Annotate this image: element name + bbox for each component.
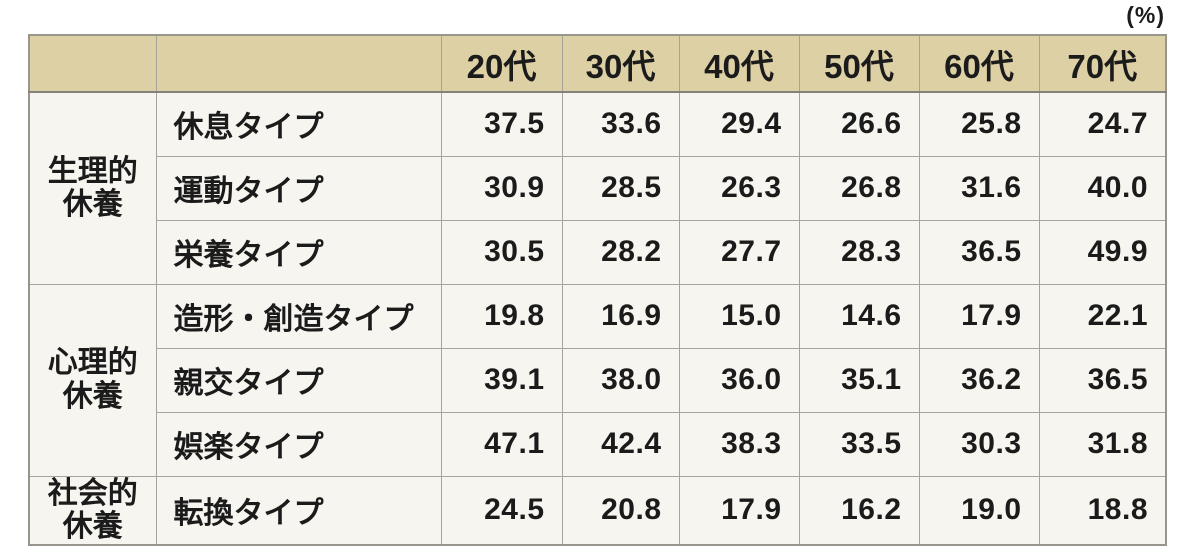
value-cell: 37.5 [440, 91, 563, 157]
value-cell: 30.9 [440, 155, 563, 221]
value-cell: 36.5 [1038, 347, 1167, 413]
row-label-entertainment-type: 娯楽タイプ [155, 411, 442, 477]
row-label-nutrition-type: 栄養タイプ [155, 219, 442, 285]
value-cell: 26.6 [798, 91, 920, 157]
col-header-20s: 20代 [440, 34, 563, 93]
value-cell: 33.6 [561, 91, 680, 157]
corner-cell-group [28, 34, 157, 93]
table-row: 娯楽タイプ 47.1 42.4 38.3 33.5 30.3 31.8 [29, 411, 1167, 477]
value-cell: 39.1 [440, 347, 563, 413]
value-cell: 25.8 [918, 91, 1040, 157]
row-label-rest-type: 休息タイプ [155, 91, 442, 157]
value-cell: 24.5 [440, 475, 563, 546]
col-header-70s: 70代 [1038, 34, 1167, 93]
value-cell: 17.9 [918, 283, 1040, 349]
value-cell: 20.8 [561, 475, 680, 546]
unit-label: (%) [1126, 2, 1165, 28]
value-cell: 36.5 [918, 219, 1040, 285]
value-cell: 38.0 [561, 347, 680, 413]
value-cell: 49.9 [1038, 219, 1167, 285]
value-cell: 19.8 [440, 283, 563, 349]
row-label-exercise-type: 運動タイプ [155, 155, 442, 221]
header-row: 20代 30代 40代 50代 60代 70代 [28, 34, 1167, 93]
rest-type-by-age-table: 20代 30代 40代 50代 60代 70代 生理的 休養 休息タイプ 37.… [28, 34, 1167, 546]
value-cell: 19.0 [918, 475, 1040, 546]
value-cell: 22.1 [1038, 283, 1167, 349]
value-cell: 26.8 [798, 155, 920, 221]
value-cell: 35.1 [798, 347, 920, 413]
value-cell: 15.0 [678, 283, 800, 349]
value-cell: 24.7 [1038, 91, 1167, 157]
value-cell: 47.1 [440, 411, 563, 477]
value-cell: 36.2 [918, 347, 1040, 413]
table-row: 栄養タイプ 30.5 28.2 27.7 28.3 36.5 49.9 [29, 219, 1167, 285]
table-row: 運動タイプ 30.9 28.5 26.3 26.8 31.6 40.0 [29, 155, 1167, 221]
value-cell: 36.0 [678, 347, 800, 413]
group-label-physiological-rest: 生理的 休養 [28, 91, 157, 285]
value-cell: 16.2 [798, 475, 920, 546]
value-cell: 16.9 [561, 283, 680, 349]
row-label-change-type: 転換タイプ [155, 475, 442, 546]
group-label-psychological-rest: 心理的 休養 [28, 283, 157, 477]
value-cell: 30.3 [918, 411, 1040, 477]
table-row: 社会的 休養 転換タイプ 24.5 20.8 17.9 16.2 19.0 18… [28, 475, 1167, 546]
value-cell: 42.4 [561, 411, 680, 477]
group-label-social-rest: 社会的 休養 [28, 475, 157, 546]
col-header-40s: 40代 [678, 34, 800, 93]
value-cell: 40.0 [1038, 155, 1167, 221]
table-row: 親交タイプ 39.1 38.0 36.0 35.1 36.2 36.5 [29, 347, 1167, 413]
value-cell: 31.8 [1038, 411, 1167, 477]
value-cell: 28.3 [798, 219, 920, 285]
value-cell: 27.7 [678, 219, 800, 285]
value-cell: 31.6 [918, 155, 1040, 221]
value-cell: 28.2 [561, 219, 680, 285]
value-cell: 29.4 [678, 91, 800, 157]
value-cell: 17.9 [678, 475, 800, 546]
corner-cell-type [155, 34, 442, 93]
table-row: 生理的 休養 休息タイプ 37.5 33.6 29.4 26.6 25.8 24… [28, 91, 1167, 285]
table-row: 心理的 休養 造形・創造タイプ 19.8 16.9 15.0 14.6 17.9… [28, 283, 1167, 477]
value-cell: 14.6 [798, 283, 920, 349]
value-cell: 28.5 [561, 155, 680, 221]
value-cell: 30.5 [440, 219, 563, 285]
value-cell: 38.3 [678, 411, 800, 477]
row-label-socializing-type: 親交タイプ [155, 347, 442, 413]
col-header-60s: 60代 [918, 34, 1040, 93]
value-cell: 33.5 [798, 411, 920, 477]
col-header-50s: 50代 [798, 34, 920, 93]
col-header-30s: 30代 [561, 34, 680, 93]
row-label-creative-type: 造形・創造タイプ [155, 283, 442, 349]
value-cell: 26.3 [678, 155, 800, 221]
value-cell: 18.8 [1038, 475, 1167, 546]
